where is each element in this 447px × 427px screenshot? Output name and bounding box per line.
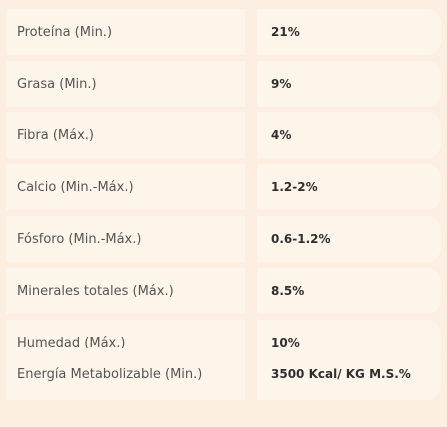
- table-row: Proteína (Min.) 21%: [0, 9, 447, 55]
- row-label: Grasa (Min.): [6, 61, 245, 107]
- row-value: 8.5%: [257, 268, 441, 314]
- table-row: Energía Metabolizable (Min.) 3500 Kcal/ …: [0, 348, 447, 400]
- row-value: 1.2-2%: [257, 164, 441, 210]
- row-label: Calcio (Min.-Máx.): [6, 164, 245, 210]
- row-label: Energía Metabolizable (Min.): [6, 348, 245, 400]
- table-row: Minerales totales (Máx.) 8.5%: [0, 268, 447, 314]
- table-row: Calcio (Min.-Máx.) 1.2-2%: [0, 164, 447, 210]
- table-row: Fibra (Máx.) 4%: [0, 112, 447, 158]
- row-value: 21%: [257, 9, 441, 55]
- bottom-background: [0, 400, 447, 427]
- row-label: Minerales totales (Máx.): [6, 268, 245, 314]
- row-value: 4%: [257, 112, 441, 158]
- table-row: Grasa (Min.) 9%: [0, 61, 447, 107]
- row-value: 0.6-1.2%: [257, 216, 441, 262]
- row-label: Proteína (Min.): [6, 9, 245, 55]
- row-value: 3500 Kcal/ KG M.S.%: [257, 348, 441, 400]
- table-row: Fósforo (Min.-Máx.) 0.6-1.2%: [0, 216, 447, 262]
- row-value: 9%: [257, 61, 441, 107]
- row-label: Fibra (Máx.): [6, 112, 245, 158]
- row-label: Fósforo (Min.-Máx.): [6, 216, 245, 262]
